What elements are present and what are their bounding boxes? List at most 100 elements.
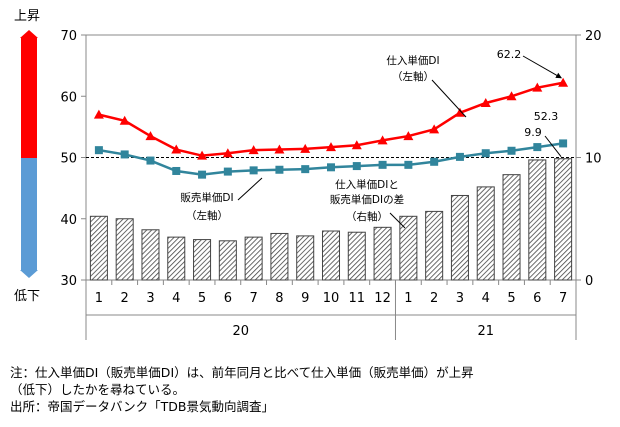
diff-bar <box>528 159 547 281</box>
purchase-di-point <box>403 131 414 141</box>
diff-bar <box>115 218 134 281</box>
diff-bar <box>193 239 212 281</box>
category-label: 5 <box>198 291 206 306</box>
diff-bar <box>399 215 418 281</box>
category-label: 12 <box>374 291 391 306</box>
year-group-label: 20 <box>232 324 249 339</box>
left-tick-label: 60 <box>60 90 77 105</box>
purchase-last-label: 62.2 <box>497 48 522 61</box>
category-label: 11 <box>349 291 366 306</box>
diff-bar <box>502 174 521 281</box>
sales-di-point <box>94 146 103 155</box>
direction-arrow <box>20 30 38 278</box>
category-label: 4 <box>482 291 490 306</box>
purchase-di-point <box>222 148 233 158</box>
purchase-di-point <box>326 142 336 152</box>
sales-di-point <box>120 150 129 159</box>
right-tick-label: 0 <box>585 274 593 289</box>
purchase-di-point <box>119 115 130 125</box>
category-label: 2 <box>430 291 438 306</box>
purchase-di-point <box>300 143 311 153</box>
right-tick-label: 20 <box>585 29 602 44</box>
diff-bar <box>450 194 469 281</box>
left-tick-label: 70 <box>60 29 77 44</box>
sales-di-point <box>249 166 258 175</box>
diff-bar <box>296 235 315 281</box>
left-tick-label: 40 <box>60 213 77 228</box>
purchase-di-leader <box>431 79 467 118</box>
purchase-di-point <box>480 97 491 107</box>
diff-leader <box>389 212 406 229</box>
purchase-di-point <box>351 140 362 150</box>
sales-di-point <box>198 170 207 179</box>
down-arrow-body <box>21 158 37 270</box>
top-direction-label: 上昇 <box>14 9 40 24</box>
diff-last-leader <box>544 135 562 158</box>
diff-bar <box>425 210 444 281</box>
sales-last-label: 52.3 <box>534 110 559 123</box>
down-arrow-head <box>20 270 38 278</box>
diff-bar <box>218 240 237 281</box>
category-label: 1 <box>404 291 412 306</box>
sales-di-point <box>430 157 439 166</box>
note-line-1: 注：仕入単価DI（販売単価DI）は、前年同月と比べて仕入単価（販売単価）が上昇 <box>10 365 474 380</box>
sales-di-legend-axis: （左軸） <box>186 209 228 222</box>
purchase-di-point <box>429 124 440 134</box>
purchase-di-point <box>93 109 104 119</box>
note-line-2: （低下）したかを尋ねている。 <box>10 382 186 397</box>
category-label: 3 <box>146 291 154 306</box>
category-label: 10 <box>323 291 340 306</box>
purchase-di-point <box>274 144 285 154</box>
sales-di-point <box>404 160 413 169</box>
purchase-di-point <box>506 91 517 101</box>
purchase-last-arrow <box>522 55 562 79</box>
purchase-di-legend: 仕入単価DI <box>386 54 439 67</box>
source-line: 出所：帝国データバンク「TDB景気動向調査」 <box>10 399 274 414</box>
sales-di-point <box>559 139 568 148</box>
purchase-di-point <box>171 144 182 154</box>
diff-bar <box>347 231 366 281</box>
left-tick-label: 50 <box>60 152 77 167</box>
category-label: 5 <box>507 291 515 306</box>
purchase-di-point <box>558 77 569 87</box>
sales-di-point <box>533 143 542 152</box>
diff-bar <box>476 186 495 281</box>
purchase-di-point <box>454 107 465 117</box>
purchase-di-point <box>145 131 156 141</box>
right-tick-label: 10 <box>585 152 602 167</box>
sales-di-point <box>455 152 464 161</box>
diff-legend-axis: （右軸） <box>346 210 388 223</box>
sales-di-point <box>301 165 310 174</box>
sales-di-legend: 販売単価DI <box>180 191 233 204</box>
sales-di-point <box>146 156 155 165</box>
bottom-direction-label: 低下 <box>14 289 40 304</box>
sales-di-point <box>223 167 232 176</box>
sales-di-point <box>327 163 335 172</box>
diff-bar <box>270 232 289 281</box>
sales-di-point <box>507 146 516 155</box>
category-label: 3 <box>456 291 464 306</box>
diff-bar <box>141 229 160 281</box>
category-label: 7 <box>249 291 257 306</box>
purchase-di-point <box>377 135 388 145</box>
category-label: 2 <box>121 291 129 306</box>
diff-bar <box>244 236 263 281</box>
year-group-label: 21 <box>477 324 494 339</box>
up-arrow-head <box>20 30 38 38</box>
diff-bar <box>89 215 108 281</box>
diff-bar <box>321 230 341 281</box>
diff-bar <box>554 158 573 281</box>
diff-legend-2: 販売単価DIの差 <box>330 193 404 206</box>
sales-di-point <box>172 166 181 175</box>
category-label: 4 <box>172 291 180 306</box>
diff-last-label: 9.9 <box>524 126 542 139</box>
category-label: 7 <box>559 291 567 306</box>
diff-bar <box>373 226 392 281</box>
category-label: 8 <box>275 291 283 306</box>
purchase-di-point <box>248 145 259 155</box>
category-label: 1 <box>95 291 103 306</box>
sales-di-point <box>352 162 361 171</box>
category-label: 6 <box>224 291 232 306</box>
up-arrow-body <box>21 38 37 158</box>
